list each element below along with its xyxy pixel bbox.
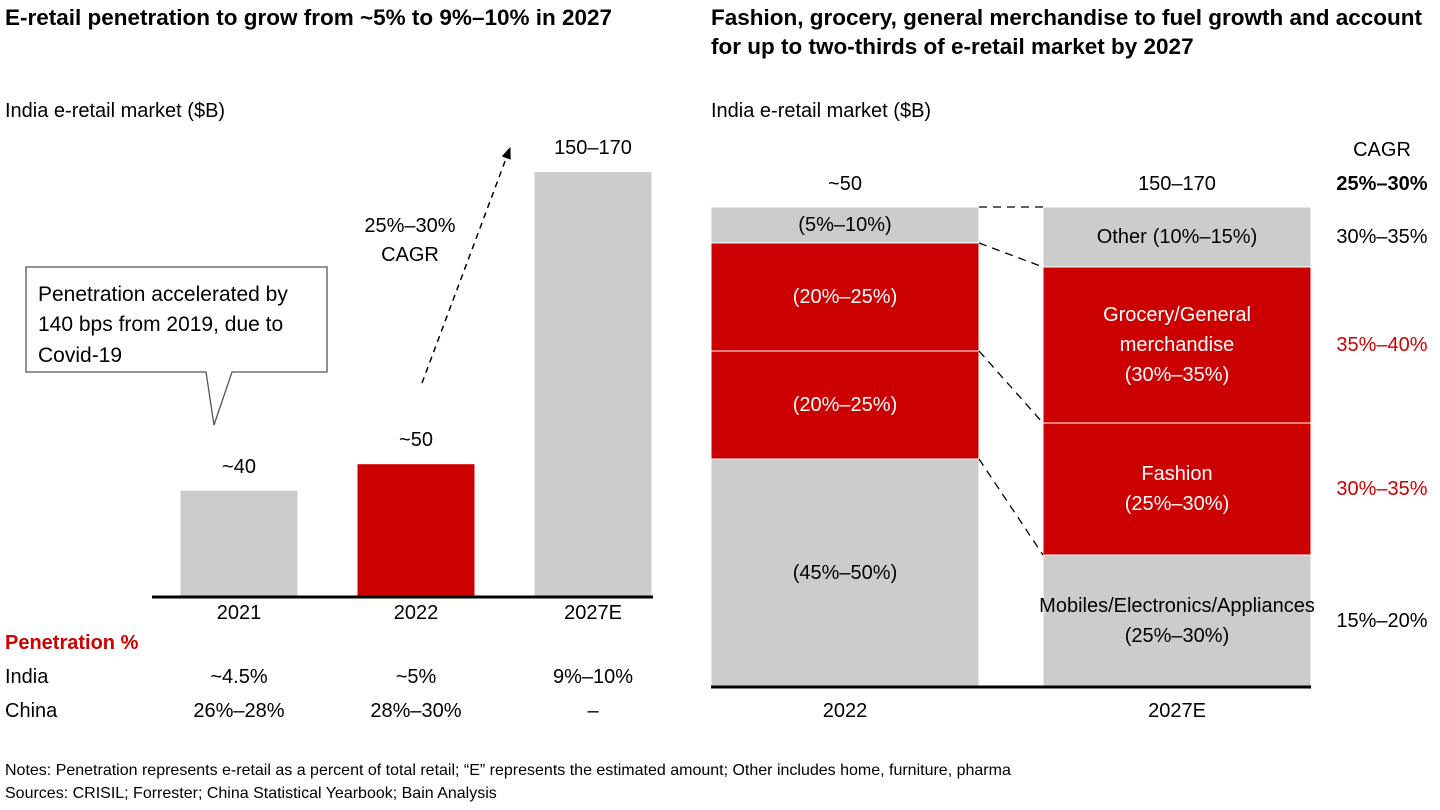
- table-cell: 28%–30%: [370, 700, 462, 722]
- bar: [180, 490, 298, 597]
- table-cell: 9%–10%: [552, 666, 634, 688]
- bar-segment: [1042, 266, 1312, 424]
- value-label: 150–170: [554, 137, 632, 159]
- value-label: (5%–10%): [798, 214, 892, 236]
- cagr-title: CAGR: [1353, 139, 1411, 161]
- callout-text: Penetration accelerated by 140 bps from …: [38, 283, 288, 367]
- cagr-arrow: [421, 146, 511, 384]
- segment-label-box: (45%–50%): [711, 459, 979, 687]
- bar: [357, 464, 475, 597]
- table-cell: 26%–28%: [193, 700, 285, 722]
- value-label: (20%–25%): [792, 394, 898, 416]
- sources: Sources: CRISIL; Forrester; China Statis…: [5, 785, 497, 802]
- total-label: ~50: [828, 173, 862, 195]
- segment-label-box: (20%–25%): [711, 243, 979, 351]
- cagr-value: 15%–20%: [1336, 610, 1428, 632]
- chart-subtitle: India e-retail market ($B): [711, 100, 932, 122]
- value-label: (20%–25%): [792, 286, 898, 308]
- connector: [978, 350, 1044, 424]
- value-label: (25%–30%): [1124, 625, 1230, 647]
- total-label: 150–170: [1138, 173, 1216, 195]
- penetration-title: Penetration %: [5, 632, 139, 654]
- bar-segment: [710, 350, 980, 460]
- segment-label-box: (5%–10%): [711, 207, 979, 243]
- bar-segment: [1042, 422, 1312, 556]
- connector: [978, 242, 1044, 268]
- segment-name: Other: [1096, 226, 1147, 248]
- value-label: ~40: [222, 455, 256, 478]
- x-tick-label: 2022: [393, 602, 439, 624]
- x-tick-label: 2027E: [564, 602, 622, 624]
- bar: [534, 172, 652, 597]
- value-label: (45%–50%): [792, 562, 898, 584]
- value-label: (25%–30%): [1124, 493, 1230, 515]
- x-tick-label: 2021: [216, 602, 262, 624]
- chart-title: Fashion, grocery, general merchandise to…: [711, 5, 1422, 60]
- segment-label-box: (20%–25%): [711, 351, 979, 459]
- cagr-value: 30%–35%: [1336, 226, 1428, 248]
- notes: Notes: Penetration represents e-retail a…: [5, 762, 1011, 779]
- table-cell: ~4.5%: [210, 666, 268, 688]
- segment-label-box: Fashion (25%–30%): [1043, 423, 1311, 555]
- value-label: (10%–15%): [1152, 226, 1258, 248]
- bar-segment: [1042, 554, 1312, 688]
- segment-name: Mobiles/Electronics/Appliances: [1039, 595, 1315, 617]
- arrow-label: 25%–30% CAGR: [364, 215, 456, 266]
- x-tick-label: 2022: [822, 700, 868, 722]
- bar-segment: [710, 206, 980, 244]
- cagr-value: 30%–35%: [1336, 478, 1428, 500]
- segment-label-box: Other (10%–15%): [1043, 207, 1311, 267]
- segment-name: Grocery/General merchandise: [1103, 304, 1251, 356]
- table-cell: ~5%: [395, 666, 437, 688]
- callout-box: [25, 266, 328, 426]
- cagr-value: 35%–40%: [1336, 334, 1428, 356]
- segment-label-box: Mobiles/Electronics/Appliances (25%–30%): [1039, 555, 1315, 687]
- connector: [978, 458, 1044, 556]
- row-label: India: [5, 666, 49, 688]
- bar-segment: [710, 242, 980, 352]
- value-label: (30%–35%): [1124, 364, 1230, 386]
- table-cell: –: [587, 700, 599, 722]
- chart-subtitle: India e-retail market ($B): [5, 100, 226, 122]
- segment-name: Fashion: [1141, 463, 1213, 485]
- row-label: China: [5, 700, 58, 722]
- bar-segment: [710, 458, 980, 688]
- x-tick-label: 2027E: [1148, 700, 1206, 722]
- bar-segment: [1042, 206, 1312, 268]
- value-label: ~50: [399, 429, 433, 452]
- segment-label-box: Grocery/General merchandise (30%–35%): [1043, 267, 1311, 423]
- chart-title: E-retail penetration to grow from ~5% to…: [5, 5, 613, 30]
- cagr-total: 25%–30%: [1336, 173, 1428, 195]
